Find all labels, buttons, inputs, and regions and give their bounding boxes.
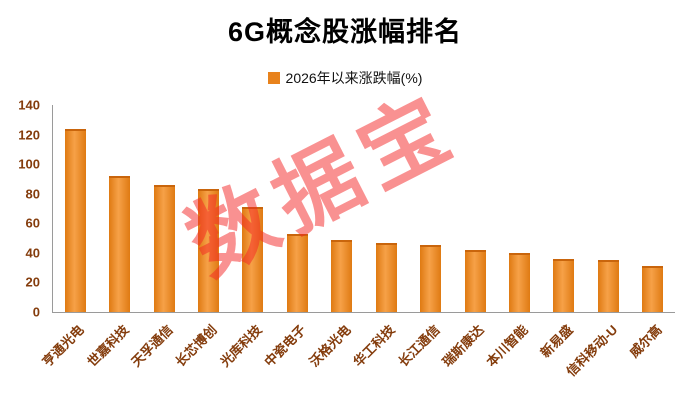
- bar: [331, 239, 353, 312]
- bar: [508, 252, 530, 312]
- bar-column: [542, 105, 586, 312]
- y-tick-label: 0: [32, 304, 40, 320]
- bar: [642, 266, 664, 312]
- bar: [420, 245, 442, 312]
- bar-column: [364, 105, 408, 312]
- y-tick-label: 140: [18, 97, 40, 113]
- chart-title: 6G概念股涨幅排名: [227, 17, 463, 47]
- legend-marker-icon: [267, 72, 280, 84]
- y-tick-label: 40: [25, 245, 40, 261]
- bar: [242, 207, 264, 312]
- bar: [375, 242, 397, 312]
- y-tick-label: 120: [18, 127, 40, 143]
- plot-area: [52, 105, 675, 313]
- bar: [553, 258, 575, 312]
- bar-column: [97, 105, 141, 312]
- bar-column: [408, 105, 452, 312]
- bar: [109, 175, 131, 312]
- legend: 2026年以来涨跌幅(%): [0, 68, 690, 88]
- bar-column: [53, 105, 97, 312]
- bar-column: [586, 105, 630, 312]
- x-axis-labels: 亨通光电 世嘉科技 天孚通信 长芯博创 光库科技 中瓷电子 沃格光电 华工科技 长江通信 瑞斯康达…: [40, 313, 674, 408]
- x-tick-label: 新易盛: [537, 322, 576, 361]
- y-tick-label: 100: [18, 156, 40, 172]
- bar-column: [453, 105, 497, 312]
- bar: [197, 189, 219, 312]
- bar: [286, 233, 308, 312]
- x-tick-label: 威尔高: [626, 322, 665, 361]
- bar: [64, 128, 86, 312]
- x-tick: 信科移动-U: [563, 313, 629, 408]
- bar-column: [275, 105, 319, 312]
- y-tick-label: 80: [25, 186, 40, 202]
- y-tick-label: 20: [25, 274, 40, 290]
- y-axis-labels: 0 20 40 60 80 100 120 140: [0, 99, 46, 319]
- x-tick: 本川智能: [484, 313, 540, 408]
- bar-column: [630, 105, 674, 312]
- x-tick: 威尔高: [626, 313, 673, 408]
- legend-label: 2026年以来涨跌幅(%): [285, 70, 423, 86]
- bar-column: [320, 105, 364, 312]
- bar: [464, 249, 486, 312]
- bar-column: [231, 105, 275, 312]
- y-tick-label: 60: [25, 215, 40, 231]
- bar: [597, 260, 619, 312]
- bar: [153, 184, 175, 312]
- bars: [53, 105, 675, 312]
- bar-column: [142, 105, 186, 312]
- bar-column: [186, 105, 230, 312]
- bar-column: [497, 105, 541, 312]
- x-tick-label: 亨通光电: [39, 322, 87, 370]
